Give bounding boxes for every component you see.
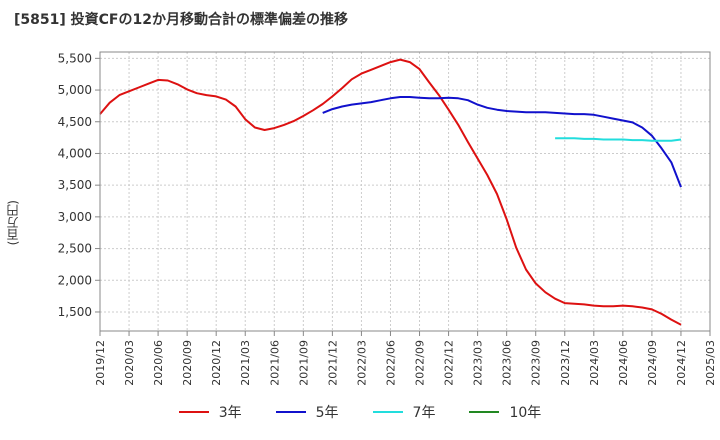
x-tick-label: 2020/12 <box>210 340 223 386</box>
legend-label-10y: 10年 <box>509 405 542 421</box>
plot-frame <box>99 51 711 332</box>
legend-swatch-5y <box>275 411 306 413</box>
x-tick-label: 2025/03 <box>704 340 717 386</box>
y-tick-label: 5,000 <box>58 83 92 97</box>
chart-title: [5851] 投資CFの12か月移動合計の標準偏差の推移 <box>14 12 348 28</box>
x-tick-label: 2019/12 <box>94 340 107 386</box>
y-tick-label: 1,500 <box>58 305 92 319</box>
legend-label-3y: 3年 <box>218 405 242 421</box>
series-line-0 <box>99 58 682 326</box>
x-tick-label: 2022/06 <box>384 340 397 386</box>
legend-label-7y: 7年 <box>412 405 436 421</box>
x-tick-label: 2024/03 <box>588 340 601 386</box>
legend-item-10y: 10年 <box>469 402 541 422</box>
y-tick-label: 5,500 <box>58 51 92 65</box>
x-tick-label: 2021/12 <box>326 340 339 386</box>
x-tick-label: 2023/03 <box>472 340 485 386</box>
legend-item-5y: 5年 <box>275 402 339 422</box>
grid-lines <box>99 52 711 331</box>
x-tick-label: 2024/12 <box>675 340 688 386</box>
legend: 3年 5年 7年 10年 <box>0 402 720 422</box>
y-tick-label: 4,500 <box>58 115 92 129</box>
x-tick-label: 2020/09 <box>181 340 194 386</box>
x-tick-label: 2020/06 <box>152 340 165 386</box>
legend-swatch-7y <box>372 411 403 413</box>
series-line-2 <box>555 137 682 142</box>
y-tick-label: 2,000 <box>58 273 92 287</box>
legend-label-5y: 5年 <box>315 405 339 421</box>
x-tick-label: 2024/06 <box>617 340 630 386</box>
y-tick-label: 3,500 <box>58 178 92 192</box>
series-lines <box>99 58 682 326</box>
line-chart: 1,500 2,000 2,500 3,000 3,500 4,000 4,500 5,000… <box>58 51 717 386</box>
series-line-1 <box>322 96 682 188</box>
x-tick-label: 2023/09 <box>530 340 543 386</box>
x-tick-label: 2022/09 <box>414 340 427 386</box>
x-tick-label: 2023/06 <box>501 340 514 386</box>
x-tick-label: 2022/03 <box>355 340 368 386</box>
y-axis: 1,500 2,000 2,500 3,000 3,500 4,000 4,500 5,000… <box>58 51 100 319</box>
legend-swatch-3y <box>178 411 209 413</box>
x-tick-label: 2022/12 <box>443 340 456 386</box>
y-tick-label: 3,000 <box>58 210 92 224</box>
legend-item-7y: 7年 <box>372 402 436 422</box>
x-tick-label: 2021/06 <box>268 340 281 386</box>
y-tick-label: 4,000 <box>58 146 92 160</box>
x-tick-label: 2021/03 <box>239 340 252 386</box>
legend-item-3y: 3年 <box>178 402 242 422</box>
x-tick-label: 2021/09 <box>297 340 310 386</box>
legend-swatch-10y <box>469 411 500 413</box>
y-tick-label: 2,500 <box>58 242 92 256</box>
x-tick-label: 2024/09 <box>646 340 659 386</box>
x-axis: 2019/12 2020/03 2020/06 2020/09 2020/12 2021/… <box>94 331 717 386</box>
x-tick-label: 2023/12 <box>559 340 572 386</box>
x-tick-label: 2020/03 <box>123 340 136 386</box>
